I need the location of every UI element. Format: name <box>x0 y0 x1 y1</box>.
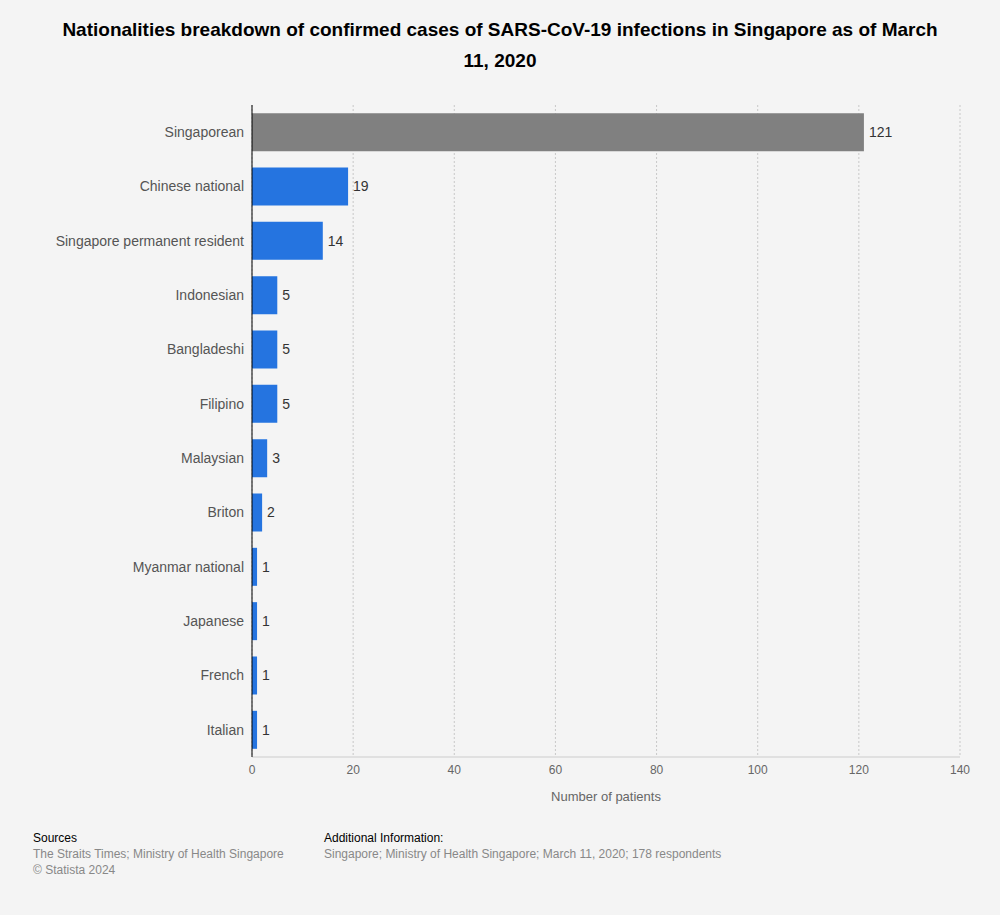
svg-text:5: 5 <box>282 287 290 303</box>
html-text:© Statista 2024: © Statista 2024 <box>33 863 116 877</box>
svg-text:Italian: Italian <box>207 722 244 738</box>
svg-text:1: 1 <box>262 559 270 575</box>
svg-text:Chinese national: Chinese national <box>140 178 244 194</box>
html-text:The Straits Times; Ministry of: The Straits Times; Ministry of Health Si… <box>33 847 284 861</box>
svg-text:Number of patients: Number of patients <box>551 789 661 804</box>
svg-text:140: 140 <box>950 763 970 777</box>
svg-text:Malaysian: Malaysian <box>181 450 244 466</box>
svg-text:80: 80 <box>650 763 664 777</box>
svg-text:3: 3 <box>272 450 280 466</box>
svg-text:Singaporean: Singaporean <box>165 124 244 140</box>
svg-text:Myanmar national: Myanmar national <box>133 559 244 575</box>
svg-text:2: 2 <box>267 504 275 520</box>
svg-text:0: 0 <box>249 763 256 777</box>
svg-text:1: 1 <box>262 613 270 629</box>
svg-text:14: 14 <box>328 233 344 249</box>
svg-text:Bangladeshi: Bangladeshi <box>167 341 244 357</box>
svg-text:120: 120 <box>849 763 869 777</box>
html-text:Nationalities breakdown of con: Nationalities breakdown of confirmed cas… <box>62 19 938 71</box>
svg-text:1: 1 <box>262 722 270 738</box>
svg-text:20: 20 <box>346 763 360 777</box>
html-text:Singapore; Ministry of Health: Singapore; Ministry of Health Singapore;… <box>324 847 722 861</box>
html-text:Sources: Sources <box>33 831 77 845</box>
svg-text:100: 100 <box>748 763 768 777</box>
svg-text:5: 5 <box>282 341 290 357</box>
svg-text:5: 5 <box>282 396 290 412</box>
svg-text:Briton: Briton <box>207 504 244 520</box>
svg-text:60: 60 <box>549 763 563 777</box>
svg-text:40: 40 <box>448 763 462 777</box>
svg-text:19: 19 <box>353 178 369 194</box>
svg-text:1: 1 <box>262 667 270 683</box>
svg-text:French: French <box>200 667 244 683</box>
svg-text:Japanese: Japanese <box>183 613 244 629</box>
html-text:Additional Information:: Additional Information: <box>324 831 444 845</box>
svg-text:Filipino: Filipino <box>200 396 245 412</box>
svg-text:Singapore permanent resident: Singapore permanent resident <box>56 233 244 249</box>
svg-text:Indonesian: Indonesian <box>175 287 244 303</box>
svg-text:121: 121 <box>869 124 893 140</box>
